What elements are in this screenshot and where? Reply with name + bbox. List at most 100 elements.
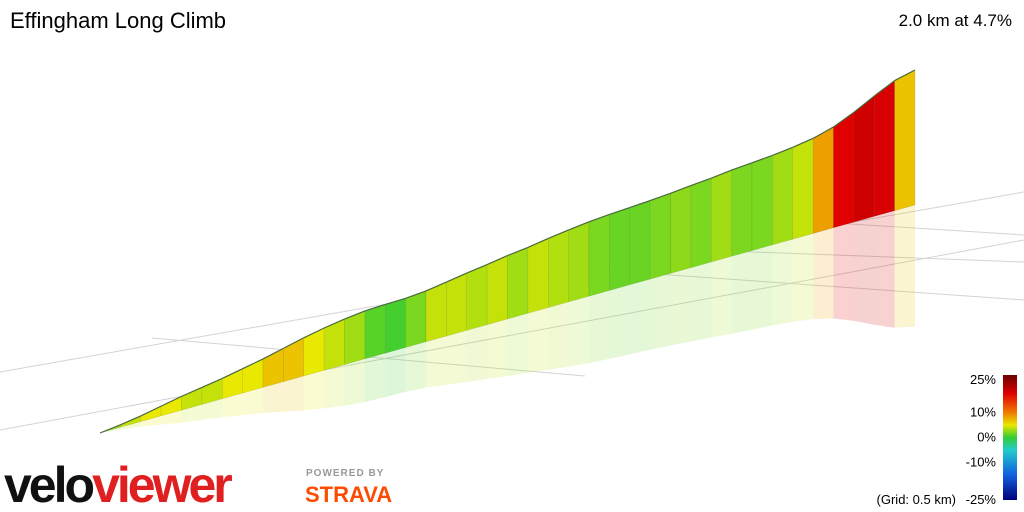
reflection: [344, 358, 365, 406]
reflection: [120, 421, 141, 430]
profile-segment: [446, 272, 467, 337]
profile-segment: [772, 146, 793, 246]
summary: 2.0 km at 4.7%: [899, 11, 1012, 30]
reflection: [161, 410, 182, 425]
reflection: [263, 381, 284, 414]
profile-edge: [853, 95, 875, 113]
profile-segment: [425, 281, 447, 343]
reflection: [140, 415, 162, 427]
logo-velo: velo: [4, 457, 94, 512]
profile-segment: [751, 155, 773, 251]
profile-segment: [588, 214, 610, 297]
profile-edge: [283, 337, 305, 349]
reflection: [711, 256, 732, 338]
legend-label: -25%: [966, 492, 997, 507]
profile-segment: [527, 238, 549, 314]
profile-segment: [609, 207, 630, 291]
reflection: [283, 376, 304, 412]
profile-segment: [874, 80, 895, 217]
reflection: [466, 324, 488, 383]
profile-edge: [690, 177, 712, 187]
reflection: [731, 250, 752, 334]
profile-edge: [568, 221, 590, 231]
profile-segment: [466, 264, 488, 331]
profile-edge: [772, 146, 793, 156]
profile-edge: [609, 206, 630, 216]
reflection: [527, 307, 549, 373]
logo-viewer: viewer: [92, 457, 232, 512]
profile-segment: [405, 290, 427, 348]
profile-segment: [731, 162, 753, 257]
profile-edge: [160, 395, 182, 407]
profile-edge: [527, 237, 549, 248]
reflection: [874, 210, 895, 328]
profile-segment: [649, 192, 671, 280]
profile-edge: [486, 255, 508, 266]
color-scale: [1003, 375, 1017, 500]
profile-edge: [812, 126, 834, 139]
profile-edge: [262, 347, 284, 360]
reflection: [405, 341, 426, 392]
reflection: [853, 216, 875, 325]
profile-segment: [486, 255, 508, 326]
reflection: [487, 319, 508, 379]
profile-segment: [568, 221, 590, 303]
title: Effingham Long Climb: [10, 8, 226, 33]
profile-segment: [792, 137, 814, 240]
profile-edge: [221, 368, 243, 380]
profile-edge: [649, 192, 671, 202]
profile-edge: [833, 111, 855, 128]
reflection: [690, 262, 712, 342]
reflection: [385, 347, 406, 398]
strava: STRAVA: [305, 482, 392, 507]
profile-edge: [548, 229, 569, 240]
profile-edge: [425, 281, 447, 292]
profile-edge: [201, 377, 223, 388]
profile-segment: [853, 95, 875, 223]
legend-label: 10%: [970, 405, 996, 420]
reflection: [364, 353, 386, 403]
profile-segment: [385, 297, 406, 354]
profile-edge: [140, 405, 162, 417]
reflection: [629, 279, 651, 355]
legend: 25% 10% 0% -10% -25% (Grid: 0.5 km): [877, 372, 997, 507]
profile-segment: [670, 185, 692, 274]
profile-segment: [812, 126, 834, 234]
profile-edge: [670, 185, 692, 194]
legend-label: -10%: [966, 455, 997, 470]
elevation-profile: [99, 69, 916, 434]
profile-edge: [466, 263, 488, 274]
profile-edge: [731, 162, 753, 171]
reflection: [548, 301, 569, 370]
profile-edge: [242, 358, 264, 370]
reflection: [507, 313, 528, 377]
reflection: [201, 398, 223, 420]
reflection: [650, 273, 671, 350]
reflection: [609, 284, 630, 359]
profile-edge: [303, 327, 325, 339]
reflection: [222, 393, 243, 418]
profile-edge: [894, 69, 916, 82]
logo: veloviewer: [4, 457, 232, 512]
reflection: [894, 205, 915, 328]
reflection: [752, 244, 773, 330]
profile-segment: [283, 337, 304, 383]
reflection: [242, 387, 263, 416]
profile-segment: [344, 310, 366, 365]
profile-edge: [405, 290, 427, 299]
profile-edge: [507, 246, 529, 257]
grid-note: (Grid: 0.5 km): [877, 492, 956, 507]
profile-segment: [629, 200, 651, 286]
profile-edge: [344, 310, 366, 320]
profile-edge: [385, 297, 406, 305]
legend-label: 25%: [970, 372, 996, 387]
profile-segment: [507, 247, 529, 320]
profile-segment: [833, 111, 855, 229]
reflection: [772, 239, 793, 326]
legend-label: 0%: [977, 430, 996, 445]
profile-edge: [751, 154, 773, 164]
profile-edge: [711, 169, 732, 179]
profile-edge: [792, 137, 814, 148]
reflection: [568, 296, 589, 367]
